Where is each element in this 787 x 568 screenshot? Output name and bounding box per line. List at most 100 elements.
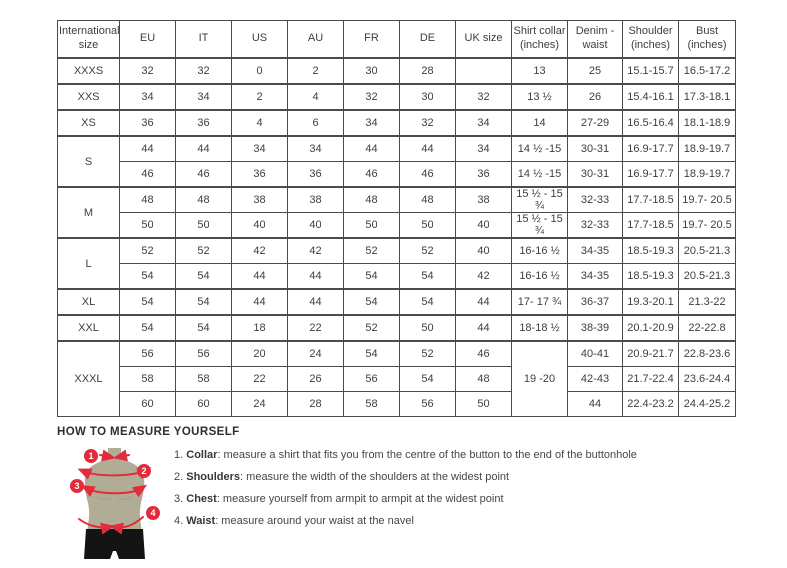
size-cell: 34 [119,83,176,111]
table-row: 50 50 40 40 50 50 40 15 ½ - 15 ¾ 32-33 17.7-18.5 1… [58,212,736,239]
column-header: UK size [455,20,512,59]
size-cell: 20 [231,340,288,367]
size-cell: 18.1-18.9 [678,109,736,137]
size-cell: 30-31 [567,161,623,188]
badge-4-number: 4 [150,508,155,518]
size-conversion-table: International size EU IT US AU FR DE UK size Shi… [57,20,736,417]
column-header: DE [399,20,456,59]
size-cell: 18 [231,314,288,342]
waist-measure-line-left [78,518,115,535]
size-cell: 54 [119,288,176,316]
size-cell: 21.3-22 [678,288,736,316]
size-cell: 50 [399,314,456,342]
size-cell: 44 [343,135,400,162]
size-cell: 14 [511,109,568,137]
instruction-collar: 1. Collar: measure a shirt that fits you… [174,444,637,466]
size-cell: 22 [231,366,288,392]
size-cell: 21.7-22.4 [622,366,679,392]
table-row: XXL 54 54 18 22 52 50 44 18-18 ½ 38-39 20.1-20.9 22… [57,314,736,342]
size-cell: 40-41 [567,340,623,367]
size-cell: 54 [343,263,400,290]
size-group-label: XS [57,109,120,137]
size-cell: 42 [287,237,344,264]
measure-heading: HOW TO MEASURE YOURSELF [57,426,240,438]
size-cell: 56 [119,340,176,367]
instruction-term: Chest [186,493,217,505]
size-cell: 54 [119,263,176,290]
size-cell: 30 [343,57,400,85]
size-cell: 58 [119,366,176,392]
size-group-label: XL [57,288,120,316]
size-cell: 28 [287,391,344,417]
size-cell: 60 [119,391,176,417]
badge-3-number: 3 [74,481,79,491]
instruction-text: : measure around your waist at the navel [215,515,414,527]
size-cell: 34 [455,135,512,162]
size-cell: 46 [455,340,512,367]
instruction-term: Waist [186,515,216,527]
size-cell: 13 ½ [511,83,568,111]
size-cell: 54 [119,314,176,342]
size-cell: 24 [287,340,344,367]
size-cell: 32 [399,109,456,137]
size-group-label: XXS [57,83,120,111]
size-cell: 18.5-19.3 [622,263,679,290]
size-cell: 28 [399,57,456,85]
size-cell: 52 [343,237,400,264]
size-group-label: XXXS [57,57,120,85]
size-cell: 44 [455,314,512,342]
column-header: IT [175,20,232,59]
size-cell: 6 [287,109,344,137]
badge-2-number: 2 [141,466,146,476]
size-cell: 20.5-21.3 [678,237,736,264]
size-cell: 34-35 [567,263,623,290]
size-cell: 16.9-17.7 [622,161,679,188]
size-cell: 4 [231,109,288,137]
size-cell: 52 [343,314,400,342]
size-cell: 48 [455,366,512,392]
size-cell: 36 [455,161,512,188]
size-cell: 54 [399,366,456,392]
instruction-text: : measure a shirt that fits you from the… [217,449,637,461]
size-cell: 27-29 [567,109,623,137]
size-cell: 0 [231,57,288,85]
size-cell: 18.5-19.3 [622,237,679,264]
size-cell: 56 [175,340,232,367]
size-cell: 34 [455,109,512,137]
size-cell: 17.7-18.5 [622,186,679,213]
size-cell: 44 [287,263,344,290]
size-cell: 18.9-19.7 [678,161,736,188]
size-cell: 34 [231,135,288,162]
size-cell: 54 [399,288,456,316]
instruction-waist: 4. Waist: measure around your waist at t… [174,510,637,532]
size-cell: 17- 17 ¾ [511,288,568,316]
size-cell: 44 [567,391,623,417]
size-cell: 54 [175,314,232,342]
size-cell: 32 [455,83,512,111]
size-cell: 16.5-16.4 [622,109,679,137]
badge-3-circle [70,479,84,493]
size-cell: 56 [343,366,400,392]
table-row: XXS 34 34 2 4 32 30 32 13 ½ 26 15.4-16.1 17.3-18.1 [57,83,736,111]
measurement-figure: 1 2 3 4 [57,445,173,563]
table-row: M 48 48 38 38 48 48 38 15 ½ - 15 ¾ 32-33 17.7-18.5… [57,186,736,239]
size-cell: 16.9-17.7 [622,135,679,162]
table-row: 58 58 22 26 56 54 48 42-43 21.7-22.4 23.6-24.4 [58,366,736,392]
size-cell [455,57,512,85]
size-group-label: XXXL [57,340,120,417]
size-cell: 40 [455,212,512,239]
size-cell: 34 [287,135,344,162]
size-cell: 44 [175,135,232,162]
size-group-label: XXL [57,314,120,342]
size-cell: 58 [343,391,400,417]
table-row: XXXL 56 56 20 24 54 52 46 19 -20 40-41 20.9-21.7 22… [57,340,736,417]
size-cell: 54 [175,288,232,316]
instruction-number: 2. [174,471,184,483]
column-header: Shirt collar (inches) [511,20,568,59]
size-cell: 48 [119,186,176,213]
collar-arrow-left [99,449,116,462]
table-row: 54 54 44 44 54 54 42 16-16 ½ 34-35 18.5-19.3 20.5-… [58,263,736,290]
instruction-text: : measure yourself from armpit to armpit… [216,493,504,505]
size-cell: 44 [399,135,456,162]
badge-1-circle [84,449,98,463]
